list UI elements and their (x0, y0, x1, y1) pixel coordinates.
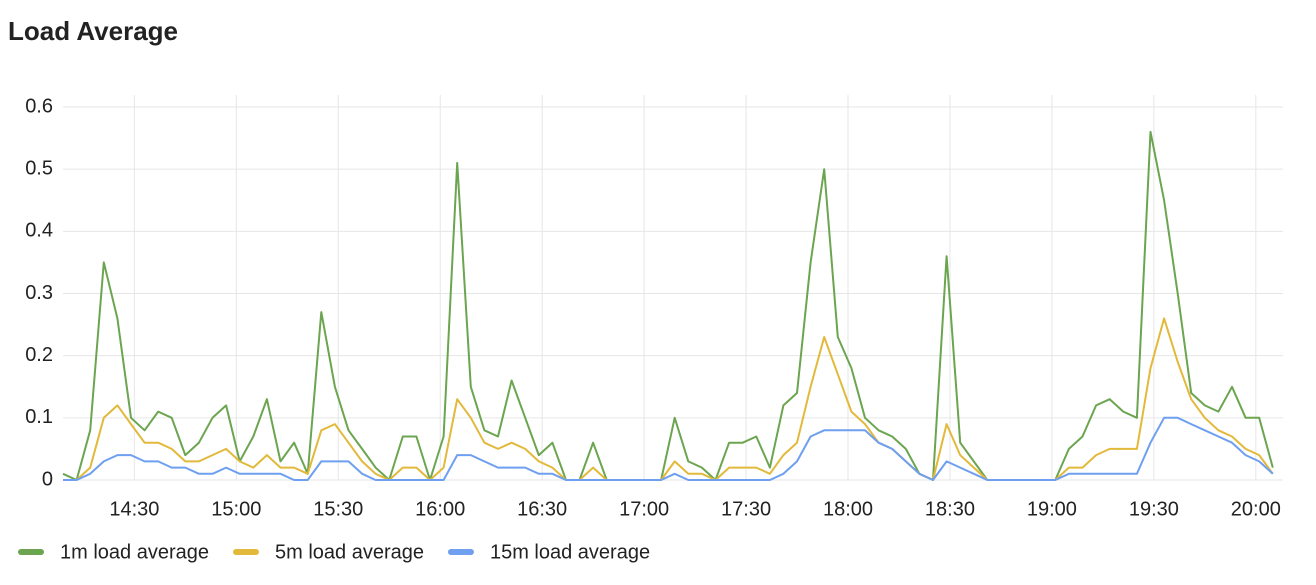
x-tick-label: 18:00 (823, 498, 873, 520)
x-tick-label: 15:00 (211, 498, 261, 520)
x-tick-label: 15:30 (313, 498, 363, 520)
x-tick-label: 17:30 (721, 498, 771, 520)
legend-label: 5m load average (275, 541, 424, 563)
x-tick-label: 17:00 (619, 498, 669, 520)
series-line (62, 130, 1274, 481)
x-tick-label: 19:30 (1129, 498, 1179, 520)
legend-swatch (232, 549, 259, 555)
legend-swatch (18, 549, 44, 555)
x-tick-label: 16:30 (517, 498, 567, 520)
y-tick-label: 0.6 (25, 95, 53, 117)
x-tick-label: 14:30 (109, 498, 159, 520)
y-tick-label: 0.3 (25, 282, 53, 304)
series-line (63, 317, 1274, 481)
series-line (63, 416, 1274, 481)
legend-label: 15m load average (490, 541, 650, 563)
x-tick-label: 20:00 (1231, 498, 1281, 520)
chart-title: Load Average (8, 16, 178, 46)
legend-swatch (447, 549, 474, 555)
x-tick-label: 16:00 (415, 498, 465, 520)
y-tick-label: 0.1 (25, 406, 53, 428)
x-tick-label: 19:00 (1027, 498, 1077, 520)
y-tick-label: 0.5 (25, 157, 53, 179)
y-tick-label: 0.4 (25, 220, 53, 242)
x-tick-label: 18:30 (925, 498, 975, 520)
y-tick-label: 0 (42, 468, 53, 490)
y-tick-label: 0.2 (25, 344, 53, 366)
legend-label: 1m load average (60, 541, 209, 563)
